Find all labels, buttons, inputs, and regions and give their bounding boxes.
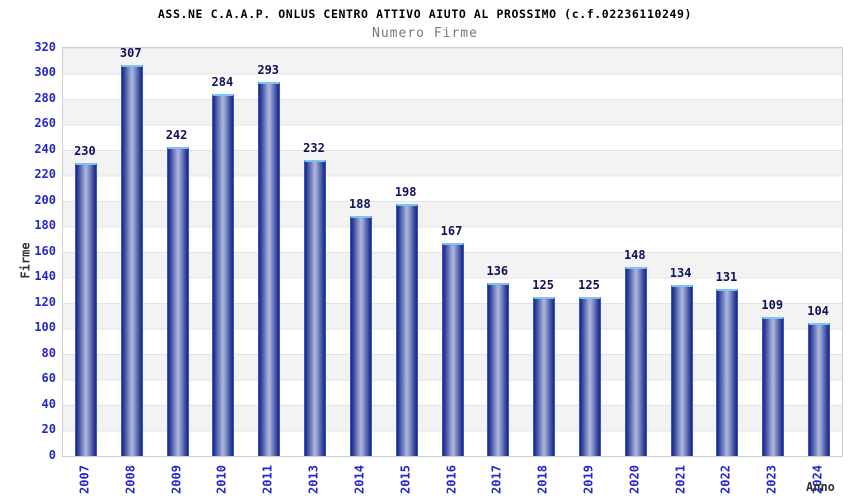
x-tick-label: 2015 [398,465,413,494]
y-tick-label: 320 [34,39,56,54]
x-tick-label: 2019 [581,465,596,494]
bar-value-label: 125 [578,277,600,292]
y-tick-label: 80 [41,345,56,360]
bar [258,82,281,456]
bar [441,243,464,456]
x-tick-label: 2007 [77,465,92,494]
x-tick-label: 2021 [673,465,688,494]
bar-value-label: 284 [211,74,234,89]
bar-value-label: 136 [486,263,509,278]
y-tick-label: 260 [34,116,56,130]
bar-value-label: 307 [119,45,142,60]
bar-value-label: 198 [394,184,417,199]
bar-value-label: 167 [440,224,463,239]
x-tick-label: 2023 [764,465,779,494]
y-tick-label: 140 [34,269,56,283]
bar-value-label: 230 [74,143,96,158]
x-tick-label: 2017 [489,465,504,494]
bar-value-label: 125 [532,277,554,292]
x-tick-label: 2014 [352,465,367,494]
bar [349,216,372,456]
y-tick-label: 60 [41,371,56,385]
x-tick-label: 2022 [718,465,733,494]
bar [74,162,97,456]
y-tick-label: 240 [34,141,56,156]
x-tick-label: 2013 [306,465,321,494]
x-tick-label: 2008 [123,465,138,494]
bar [487,282,510,456]
plot-area [62,47,843,457]
bar [762,317,785,456]
y-tick-label: 40 [41,396,56,411]
y-tick-label: 220 [34,167,56,181]
bar [304,160,327,456]
bar-value-label: 134 [669,266,692,281]
y-tick-label: 300 [34,65,56,79]
bar-value-label: 242 [165,128,188,143]
x-tick-label: 2009 [169,465,184,494]
y-tick-label: 0 [48,447,56,462]
bar [808,323,831,456]
bar-value-label: 148 [623,248,646,263]
x-tick-label: 2020 [627,465,642,494]
x-tick-label: 2016 [444,465,458,494]
x-tick-label: 2010 [214,465,229,494]
y-tick-label: 120 [34,294,56,309]
bar [166,147,189,456]
chart-title: ASS.NE C.A.A.P. ONLUS CENTRO ATTIVO AIUT… [157,7,693,21]
bar [395,203,418,456]
bar-value-label: 232 [303,141,325,156]
chart-subtitle: Numero Firme [372,26,478,41]
x-tick-label: 2011 [260,465,275,494]
bar [624,267,647,456]
y-axis-title: Firme [18,242,33,279]
bar-value-label: 109 [761,298,784,313]
bar-value-label: 293 [257,63,280,78]
x-axis-title: Anno [806,480,835,494]
y-tick-label: 180 [34,218,56,232]
y-tick-label: 280 [34,90,56,105]
y-tick-label: 20 [41,422,56,436]
bar [533,296,556,456]
y-tick-label: 100 [34,320,56,334]
x-tick-label: 2018 [535,465,550,494]
bar-value-label: 188 [349,197,371,212]
bar [120,64,143,456]
y-tick-label: 160 [34,243,56,258]
bar [212,93,235,456]
bar [670,285,693,456]
bar [578,296,601,456]
y-tick-label: 200 [34,192,56,207]
bar [716,288,739,456]
bar-value-label: 131 [715,269,738,284]
bar-value-label: 104 [807,304,829,319]
